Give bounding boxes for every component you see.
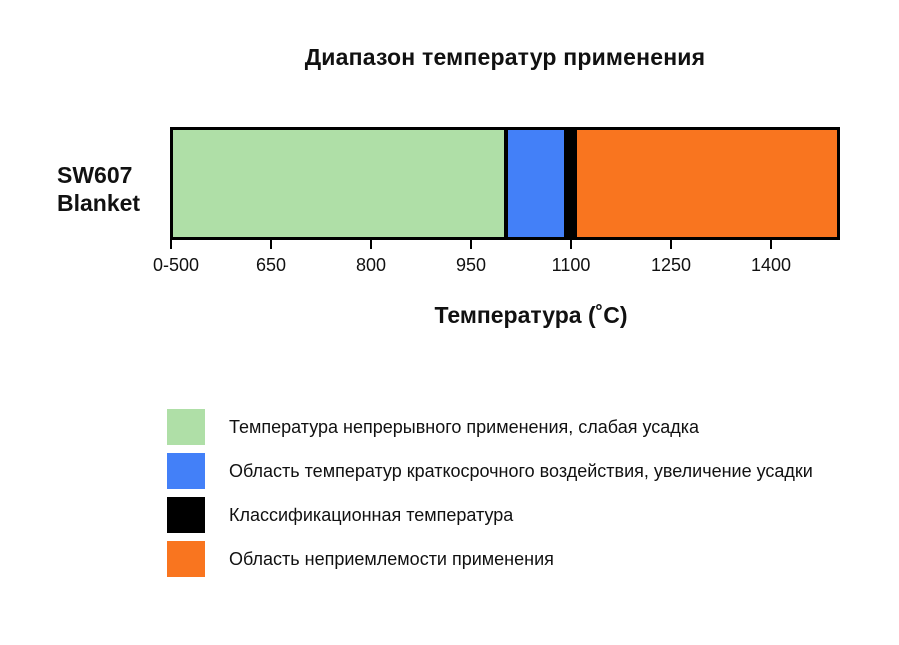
series-label-line2: Blanket — [57, 190, 141, 216]
legend-swatch-blue — [167, 453, 205, 489]
axis-tick — [570, 240, 572, 249]
legend-swatch-orange — [167, 541, 205, 577]
temperature-bar — [170, 127, 840, 240]
segment-unacceptable-use — [577, 130, 837, 237]
axis-tick-label: 1100 — [551, 255, 591, 275]
axis-tick-label: 0-500 — [152, 255, 200, 275]
axis-tick-label: 950 — [455, 255, 487, 275]
legend-label: Область неприемлемости применения — [229, 548, 554, 569]
axis-tick-label: 1250 — [650, 255, 692, 275]
legend-item-short-term-exposure: Область температур краткосрочного воздей… — [167, 453, 813, 489]
series-label-line1: SW607 — [57, 162, 133, 188]
x-axis: 0-500 650 800 950 1100 1250 1400 — [153, 240, 840, 290]
legend-label: Классификационная температура — [229, 504, 514, 525]
axis-tick-label: 1400 — [750, 255, 792, 275]
x-axis-title: Температура (˚C) — [434, 302, 628, 328]
legend-item-classification-temperature: Классификационная температура — [167, 497, 813, 533]
axis-tick — [770, 240, 772, 249]
legend-item-continuous-use: Температура непрерывного применения, сла… — [167, 409, 813, 445]
legend-label: Область температур краткосрочного воздей… — [229, 460, 813, 481]
legend-label: Температура непрерывного применения, сла… — [229, 416, 700, 437]
legend: Температура непрерывного применения, сла… — [167, 409, 813, 585]
segment-continuous-use — [173, 130, 504, 237]
axis-tick-label: 800 — [355, 255, 387, 275]
segment-short-term-exposure — [508, 130, 564, 237]
axis-tick — [270, 240, 272, 249]
segment-divider — [504, 130, 508, 237]
series-label: SW607 Blanket — [57, 161, 140, 217]
axis-tick — [170, 240, 172, 249]
legend-swatch-green — [167, 409, 205, 445]
chart-title: Диапазон температур применения — [304, 44, 706, 70]
segment-classification-temperature — [564, 130, 577, 237]
axis-tick — [470, 240, 472, 249]
legend-swatch-black — [167, 497, 205, 533]
axis-tick — [670, 240, 672, 249]
axis-tick-label: 650 — [255, 255, 287, 275]
legend-item-unacceptable-use: Область неприемлемости применения — [167, 541, 813, 577]
axis-tick — [370, 240, 372, 249]
